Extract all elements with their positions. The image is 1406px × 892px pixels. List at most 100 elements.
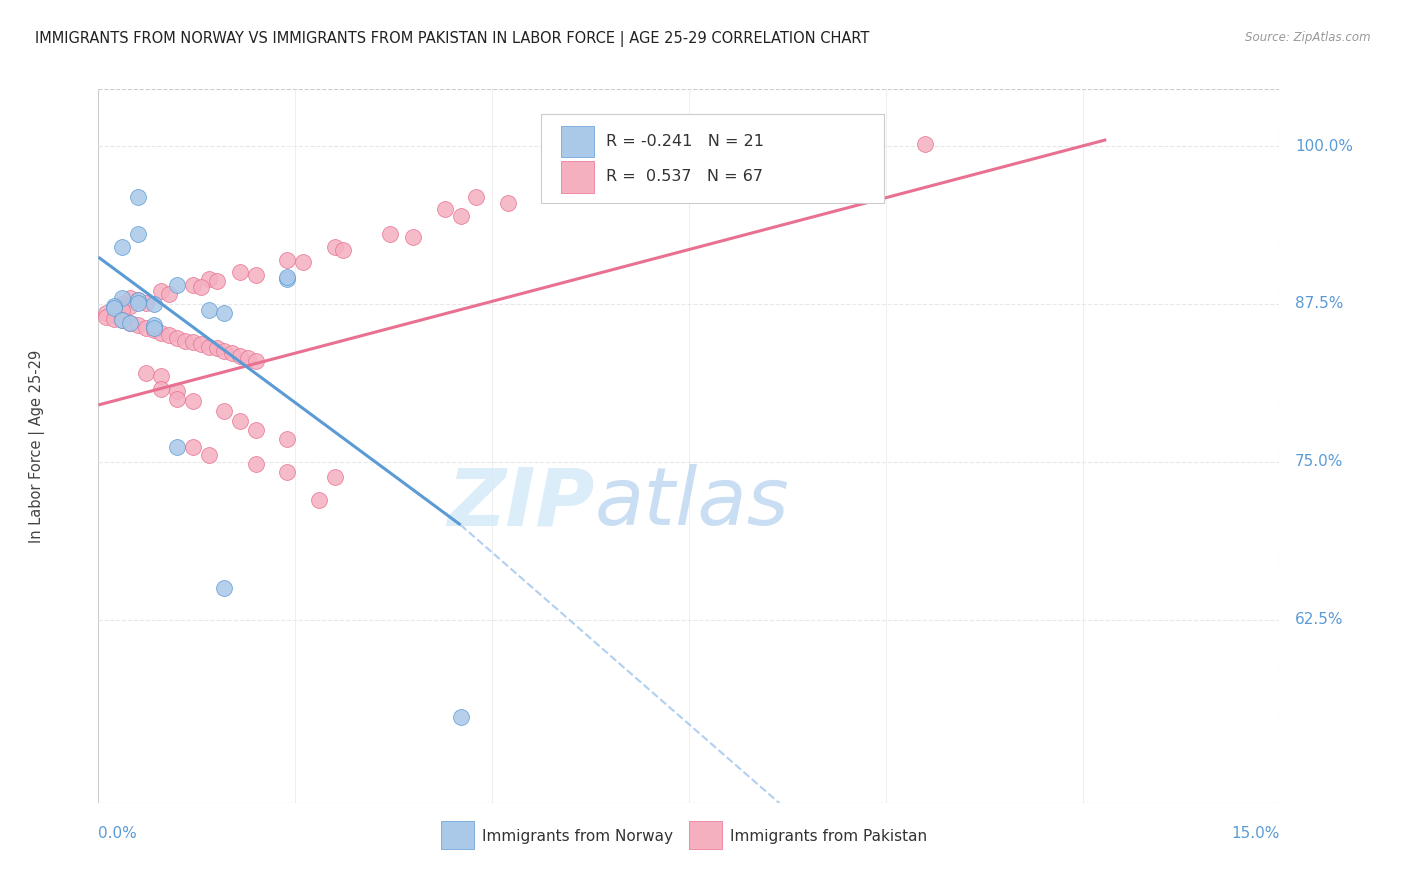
- Point: [174, 334, 197, 348]
- Point: [678, 170, 700, 185]
- Text: ZIP: ZIP: [447, 464, 595, 542]
- FancyBboxPatch shape: [561, 126, 595, 157]
- Text: R =  0.537   N = 67: R = 0.537 N = 67: [606, 169, 763, 185]
- Point: [103, 300, 125, 314]
- FancyBboxPatch shape: [541, 114, 884, 203]
- Point: [433, 202, 456, 217]
- Point: [332, 243, 354, 257]
- Point: [127, 293, 149, 307]
- Point: [197, 303, 219, 318]
- Point: [323, 240, 346, 254]
- Text: 75.0%: 75.0%: [1295, 454, 1344, 469]
- FancyBboxPatch shape: [561, 161, 595, 193]
- Point: [157, 286, 180, 301]
- Point: [150, 368, 173, 383]
- Point: [127, 293, 149, 307]
- Point: [166, 384, 188, 398]
- Point: [111, 291, 134, 305]
- Point: [181, 440, 204, 454]
- Point: [214, 404, 236, 418]
- Text: atlas: atlas: [595, 464, 789, 542]
- Point: [292, 255, 315, 269]
- Point: [166, 440, 188, 454]
- Point: [103, 312, 125, 326]
- Point: [103, 301, 125, 315]
- Point: [111, 240, 134, 254]
- Point: [378, 227, 401, 242]
- Point: [96, 306, 118, 320]
- Point: [496, 195, 519, 210]
- FancyBboxPatch shape: [441, 821, 474, 849]
- Point: [190, 280, 212, 294]
- Point: [96, 310, 118, 324]
- FancyBboxPatch shape: [689, 821, 723, 849]
- Point: [583, 167, 606, 181]
- Point: [197, 340, 219, 354]
- Point: [181, 394, 204, 409]
- Point: [914, 136, 936, 151]
- Text: Immigrants from Pakistan: Immigrants from Pakistan: [730, 829, 928, 844]
- Point: [190, 337, 212, 351]
- Point: [166, 277, 188, 292]
- Point: [181, 334, 204, 349]
- Point: [118, 316, 141, 330]
- Point: [118, 300, 141, 314]
- Point: [157, 328, 180, 343]
- Point: [245, 458, 267, 472]
- Point: [465, 189, 488, 203]
- Point: [245, 268, 267, 282]
- Point: [197, 271, 219, 285]
- Point: [142, 297, 165, 311]
- Point: [308, 492, 330, 507]
- Point: [205, 274, 228, 288]
- Point: [150, 326, 173, 340]
- Point: [197, 449, 219, 463]
- Point: [142, 323, 165, 337]
- Point: [205, 341, 228, 355]
- Point: [276, 432, 298, 446]
- Point: [323, 470, 346, 484]
- Text: 100.0%: 100.0%: [1295, 138, 1353, 153]
- Point: [402, 230, 425, 244]
- Point: [135, 321, 157, 335]
- Text: Source: ZipAtlas.com: Source: ZipAtlas.com: [1246, 31, 1371, 45]
- Text: In Labor Force | Age 25-29: In Labor Force | Age 25-29: [30, 350, 45, 542]
- Text: 0.0%: 0.0%: [98, 825, 138, 840]
- Point: [229, 349, 252, 363]
- Point: [276, 270, 298, 285]
- Point: [118, 316, 141, 330]
- Point: [142, 321, 165, 335]
- Point: [214, 581, 236, 595]
- Text: 15.0%: 15.0%: [1232, 825, 1279, 840]
- Point: [245, 353, 267, 368]
- Point: [276, 252, 298, 267]
- Point: [135, 295, 157, 310]
- Point: [127, 295, 149, 310]
- Text: 87.5%: 87.5%: [1295, 296, 1344, 311]
- Point: [135, 367, 157, 381]
- Point: [236, 351, 259, 366]
- Point: [111, 303, 134, 318]
- Point: [166, 392, 188, 406]
- Text: 62.5%: 62.5%: [1295, 612, 1344, 627]
- Point: [103, 301, 125, 315]
- Point: [450, 710, 472, 724]
- Point: [221, 346, 243, 360]
- Point: [127, 318, 149, 333]
- Text: R = -0.241   N = 21: R = -0.241 N = 21: [606, 134, 765, 149]
- Point: [150, 382, 173, 396]
- Point: [111, 313, 134, 327]
- Point: [229, 265, 252, 279]
- Point: [245, 423, 267, 437]
- Point: [166, 331, 188, 345]
- Point: [276, 271, 298, 285]
- Point: [181, 277, 204, 292]
- Point: [276, 465, 298, 479]
- Point: [118, 291, 141, 305]
- Point: [214, 821, 236, 835]
- Point: [150, 285, 173, 299]
- Point: [127, 189, 149, 203]
- Point: [111, 313, 134, 327]
- Point: [229, 414, 252, 428]
- Point: [142, 318, 165, 333]
